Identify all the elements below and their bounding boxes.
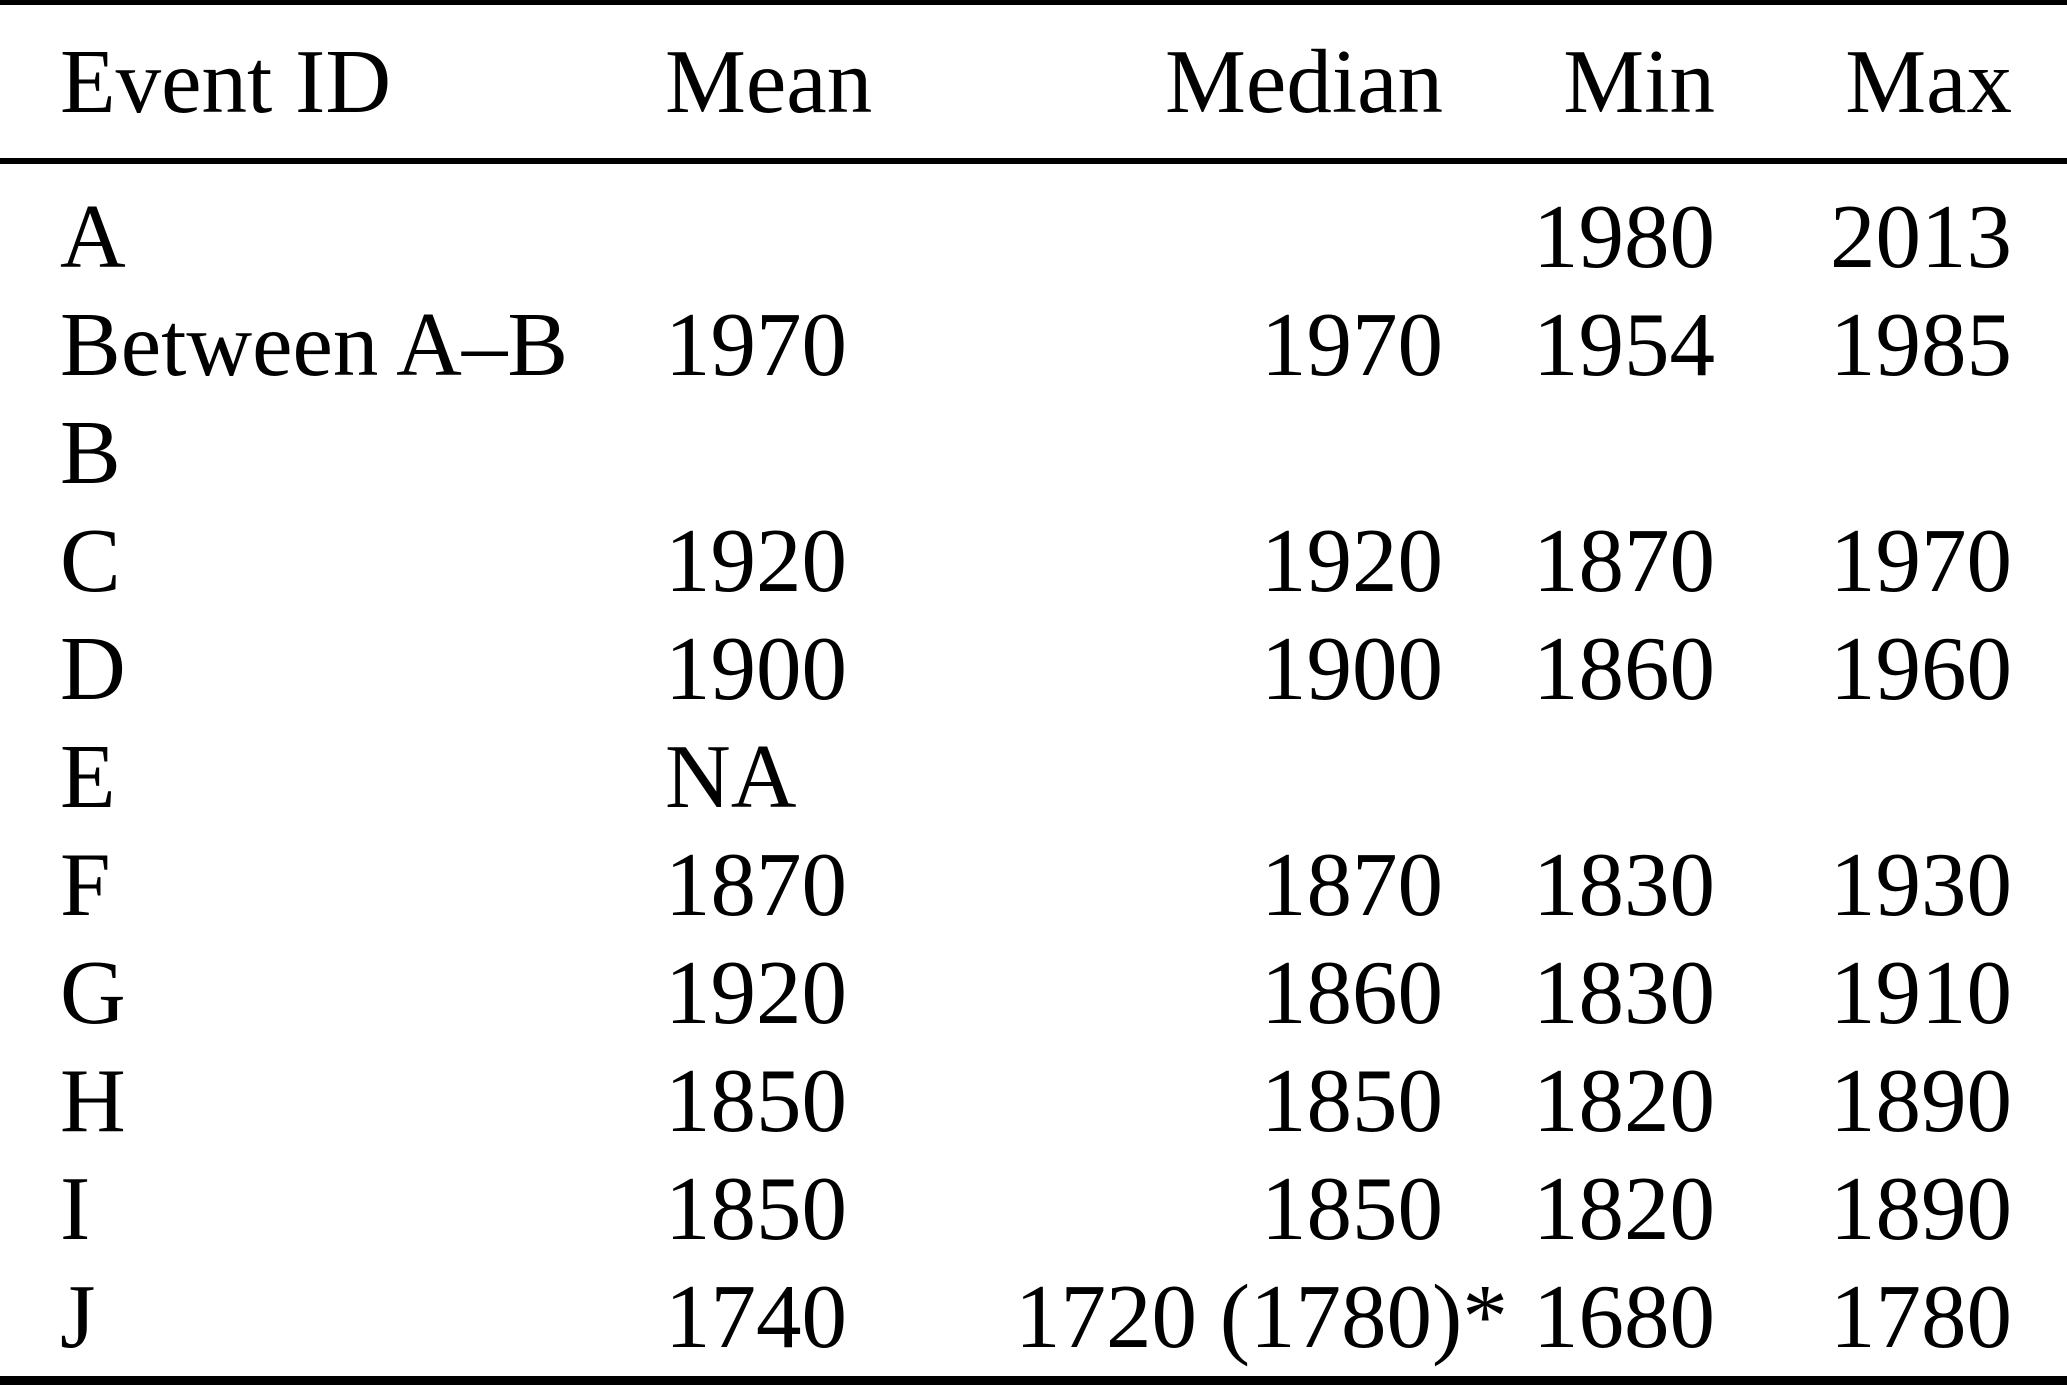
cell-median: 1720 (1780)* bbox=[1015, 1265, 1508, 1367]
cell-max: 1960 bbox=[1830, 617, 2012, 719]
cell-min: 1980 bbox=[1533, 185, 1715, 287]
cell-event-id: C bbox=[60, 509, 121, 611]
cell-event-id: A bbox=[60, 185, 126, 287]
table-row-g: G 1920 1860 1830 1910 bbox=[0, 938, 2067, 1046]
cell-mean: 1920 bbox=[665, 509, 847, 611]
cell-min: 1830 bbox=[1533, 833, 1715, 935]
table-row-between-a-b: Between A–B 1970 1970 1954 1985 bbox=[0, 290, 2067, 398]
cell-event-id: D bbox=[60, 617, 126, 719]
table-header-row: Event ID Mean Median Min Max bbox=[0, 5, 2067, 164]
cell-min: 1954 bbox=[1533, 293, 1715, 395]
cell-mean: 1850 bbox=[665, 1049, 847, 1151]
cell-median: 1850 bbox=[1261, 1049, 1443, 1151]
cell-event-id: F bbox=[60, 833, 111, 935]
cell-event-id: H bbox=[60, 1049, 126, 1151]
table-row-e: E NA bbox=[0, 722, 2067, 830]
table-row-f: F 1870 1870 1830 1930 bbox=[0, 830, 2067, 938]
cell-min: 1830 bbox=[1533, 941, 1715, 1043]
table-row-j: J 1740 1720 (1780)* 1680 1780 bbox=[0, 1262, 2067, 1370]
cell-event-id: E bbox=[60, 725, 116, 827]
table-row-d: D 1900 1900 1860 1960 bbox=[0, 614, 2067, 722]
cell-min: 1870 bbox=[1533, 509, 1715, 611]
cell-mean: 1850 bbox=[665, 1157, 847, 1259]
cell-max: 2013 bbox=[1830, 185, 2012, 287]
header-min: Min bbox=[1563, 31, 1715, 132]
cell-event-id: I bbox=[60, 1157, 91, 1259]
header-mean: Mean bbox=[665, 31, 873, 132]
cell-event-id: Between A–B bbox=[60, 293, 569, 395]
cell-max: 1780 bbox=[1830, 1265, 2012, 1367]
cell-max: 1890 bbox=[1830, 1049, 2012, 1151]
table-row-c: C 1920 1920 1870 1970 bbox=[0, 506, 2067, 614]
cell-max: 1930 bbox=[1830, 833, 2012, 935]
cell-event-id: B bbox=[60, 401, 121, 503]
cell-median: 1860 bbox=[1261, 941, 1443, 1043]
cell-min: 1820 bbox=[1533, 1049, 1715, 1151]
cell-median: 1850 bbox=[1261, 1157, 1443, 1259]
table-row-b: B bbox=[0, 398, 2067, 506]
cell-max: 1890 bbox=[1830, 1157, 2012, 1259]
header-event-id: Event ID bbox=[60, 31, 392, 132]
cell-mean: 1900 bbox=[665, 617, 847, 719]
cell-mean: 1970 bbox=[665, 293, 847, 395]
header-max: Max bbox=[1845, 31, 2012, 132]
cell-median: 1920 bbox=[1261, 509, 1443, 611]
header-median: Median bbox=[1165, 31, 1443, 132]
cell-max: 1985 bbox=[1830, 293, 2012, 395]
table-row-h: H 1850 1850 1820 1890 bbox=[0, 1046, 2067, 1154]
table-body: A 1980 2013 Between A–B 1970 1970 1954 1… bbox=[0, 164, 2067, 1370]
table-row-a: A 1980 2013 bbox=[0, 182, 2067, 290]
cell-event-id: G bbox=[60, 941, 126, 1043]
cell-max: 1910 bbox=[1830, 941, 2012, 1043]
cell-mean: 1920 bbox=[665, 941, 847, 1043]
cell-min: 1860 bbox=[1533, 617, 1715, 719]
table-row-i: I 1850 1850 1820 1890 bbox=[0, 1154, 2067, 1262]
cell-mean: NA bbox=[665, 725, 797, 827]
cell-min: 1820 bbox=[1533, 1157, 1715, 1259]
cell-max: 1970 bbox=[1830, 509, 2012, 611]
cell-median: 1900 bbox=[1261, 617, 1443, 719]
cell-min: 1680 bbox=[1533, 1265, 1715, 1367]
cell-event-id: J bbox=[60, 1265, 96, 1367]
cell-median: 1870 bbox=[1261, 833, 1443, 935]
cell-mean: 1740 bbox=[665, 1265, 847, 1367]
cell-mean: 1870 bbox=[665, 833, 847, 935]
cell-median: 1970 bbox=[1261, 293, 1443, 395]
